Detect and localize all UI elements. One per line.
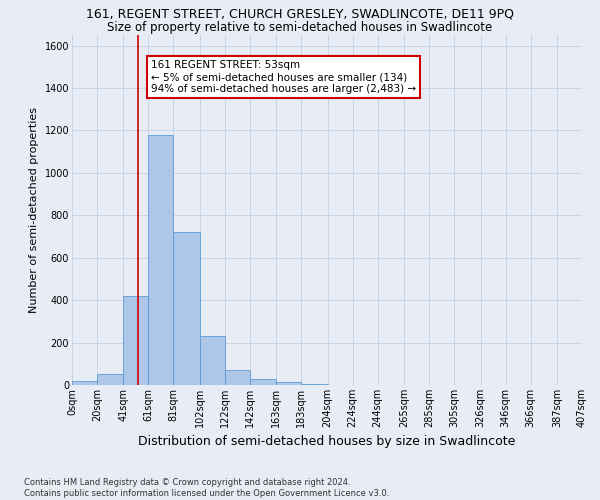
Bar [72, 381, 97, 385]
Bar [200, 336, 225, 385]
Bar [250, 378, 276, 385]
Bar [97, 374, 124, 385]
Bar [301, 384, 328, 385]
Bar [173, 232, 200, 385]
Y-axis label: Number of semi-detached properties: Number of semi-detached properties [29, 107, 39, 313]
Text: 161 REGENT STREET: 53sqm
← 5% of semi-detached houses are smaller (134)
94% of s: 161 REGENT STREET: 53sqm ← 5% of semi-de… [151, 60, 416, 94]
Text: Size of property relative to semi-detached houses in Swadlincote: Size of property relative to semi-detach… [107, 21, 493, 34]
Bar [225, 370, 250, 385]
Bar [148, 134, 173, 385]
Bar [276, 382, 301, 385]
Bar [124, 296, 148, 385]
Text: 161, REGENT STREET, CHURCH GRESLEY, SWADLINCOTE, DE11 9PQ: 161, REGENT STREET, CHURCH GRESLEY, SWAD… [86, 8, 514, 20]
X-axis label: Distribution of semi-detached houses by size in Swadlincote: Distribution of semi-detached houses by … [139, 436, 515, 448]
Text: Contains HM Land Registry data © Crown copyright and database right 2024.
Contai: Contains HM Land Registry data © Crown c… [24, 478, 389, 498]
